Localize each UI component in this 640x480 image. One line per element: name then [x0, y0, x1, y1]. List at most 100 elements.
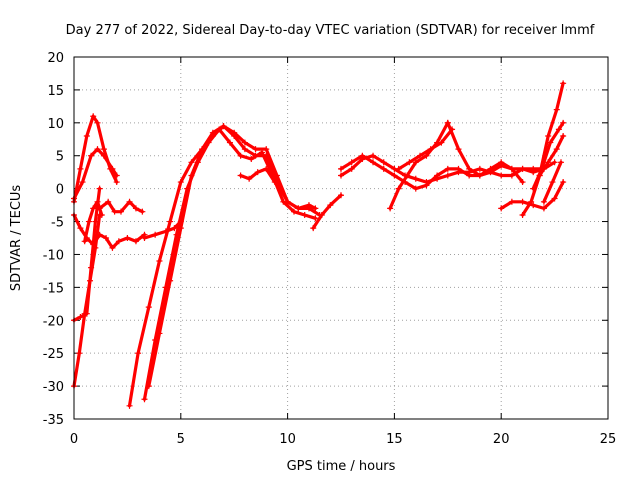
data-point: [508, 165, 515, 172]
data-point: [291, 208, 298, 215]
data-point: [117, 208, 124, 215]
data-point: [438, 139, 445, 146]
data-point: [205, 139, 212, 146]
data-point: [254, 169, 261, 176]
data-point: [560, 179, 567, 186]
data-point: [167, 218, 174, 225]
x-tick-label: 15: [386, 432, 403, 447]
data-point: [301, 211, 308, 218]
x-tick-label: 25: [600, 432, 617, 447]
data-point: [444, 119, 451, 126]
data-point: [226, 139, 233, 146]
series-line: [142, 127, 317, 401]
series-arc-2: [71, 146, 120, 202]
data-point: [258, 149, 265, 156]
data-point: [100, 152, 107, 159]
data-point: [530, 185, 537, 192]
data-point: [555, 126, 562, 133]
data-point: [94, 119, 101, 126]
data-point: [220, 123, 227, 130]
data-point: [553, 146, 560, 153]
data-point: [348, 159, 355, 166]
data-point: [359, 152, 366, 159]
y-tick-label: -35: [43, 413, 64, 428]
data-point: [83, 132, 90, 139]
data-point: [455, 165, 462, 172]
series-arc-4: [96, 198, 146, 215]
series-arc-20: [519, 80, 567, 218]
x-tick-label: 5: [177, 432, 185, 447]
data-point: [252, 146, 259, 153]
data-point: [560, 132, 567, 139]
data-point: [545, 159, 552, 166]
y-tick-label: 0: [56, 183, 64, 198]
data-point: [498, 172, 505, 179]
data-point: [318, 211, 325, 218]
data-point: [216, 126, 223, 133]
y-tick-label: 20: [47, 51, 64, 66]
data-point: [434, 172, 441, 179]
data-point: [519, 211, 526, 218]
data-point: [132, 238, 139, 245]
data-point: [391, 172, 398, 179]
data-point: [85, 218, 92, 225]
data-point: [184, 185, 191, 192]
data-point: [237, 172, 244, 179]
data-point: [560, 119, 567, 126]
data-point: [370, 152, 377, 159]
series-arc-9: [126, 123, 319, 409]
data-point: [412, 175, 419, 182]
y-tick-label: -25: [43, 347, 64, 362]
data-point: [241, 139, 248, 146]
data-point: [96, 185, 103, 192]
data-point: [310, 225, 317, 232]
data-point: [231, 129, 238, 136]
data-point: [100, 146, 107, 153]
series-arc-12: [237, 165, 278, 186]
data-point: [338, 165, 344, 172]
data-point: [113, 179, 120, 186]
data-point: [547, 139, 554, 146]
data-point: [271, 179, 278, 186]
y-tick-label: 5: [56, 150, 64, 165]
plot-frame: [73, 56, 609, 420]
data-point: [81, 238, 88, 245]
data-point: [466, 172, 473, 179]
series-arc-17: [395, 126, 456, 172]
series-line: [538, 134, 565, 178]
data-point: [327, 202, 334, 209]
data-point: [280, 198, 287, 205]
data-point: [519, 179, 526, 186]
data-point: [508, 198, 515, 205]
series-line: [397, 127, 454, 171]
data-point: [540, 205, 547, 212]
data-point: [177, 179, 184, 186]
data-point: [476, 172, 483, 179]
data-point: [387, 205, 394, 212]
data-point: [124, 235, 131, 241]
x-axis-label: GPS time / hours: [287, 459, 396, 474]
data-point: [444, 172, 451, 179]
data-point: [83, 310, 90, 317]
data-point: [536, 172, 543, 179]
data-point: [92, 218, 99, 225]
data-point: [263, 146, 270, 153]
data-point: [338, 172, 344, 179]
data-point: [103, 235, 110, 241]
data-point: [476, 165, 483, 172]
data-point: [312, 205, 319, 212]
data-point: [162, 284, 169, 291]
data-point: [237, 152, 244, 159]
data-point: [105, 198, 112, 205]
series-line: [147, 124, 322, 388]
series-arc-23: [540, 159, 565, 205]
data-point: [88, 152, 95, 159]
data-point: [560, 80, 567, 87]
data-point: [94, 198, 101, 205]
data-point: [466, 165, 473, 172]
data-point: [312, 215, 319, 222]
series-line: [521, 81, 565, 217]
data-point: [348, 165, 355, 172]
series-arc-11: [141, 126, 319, 403]
